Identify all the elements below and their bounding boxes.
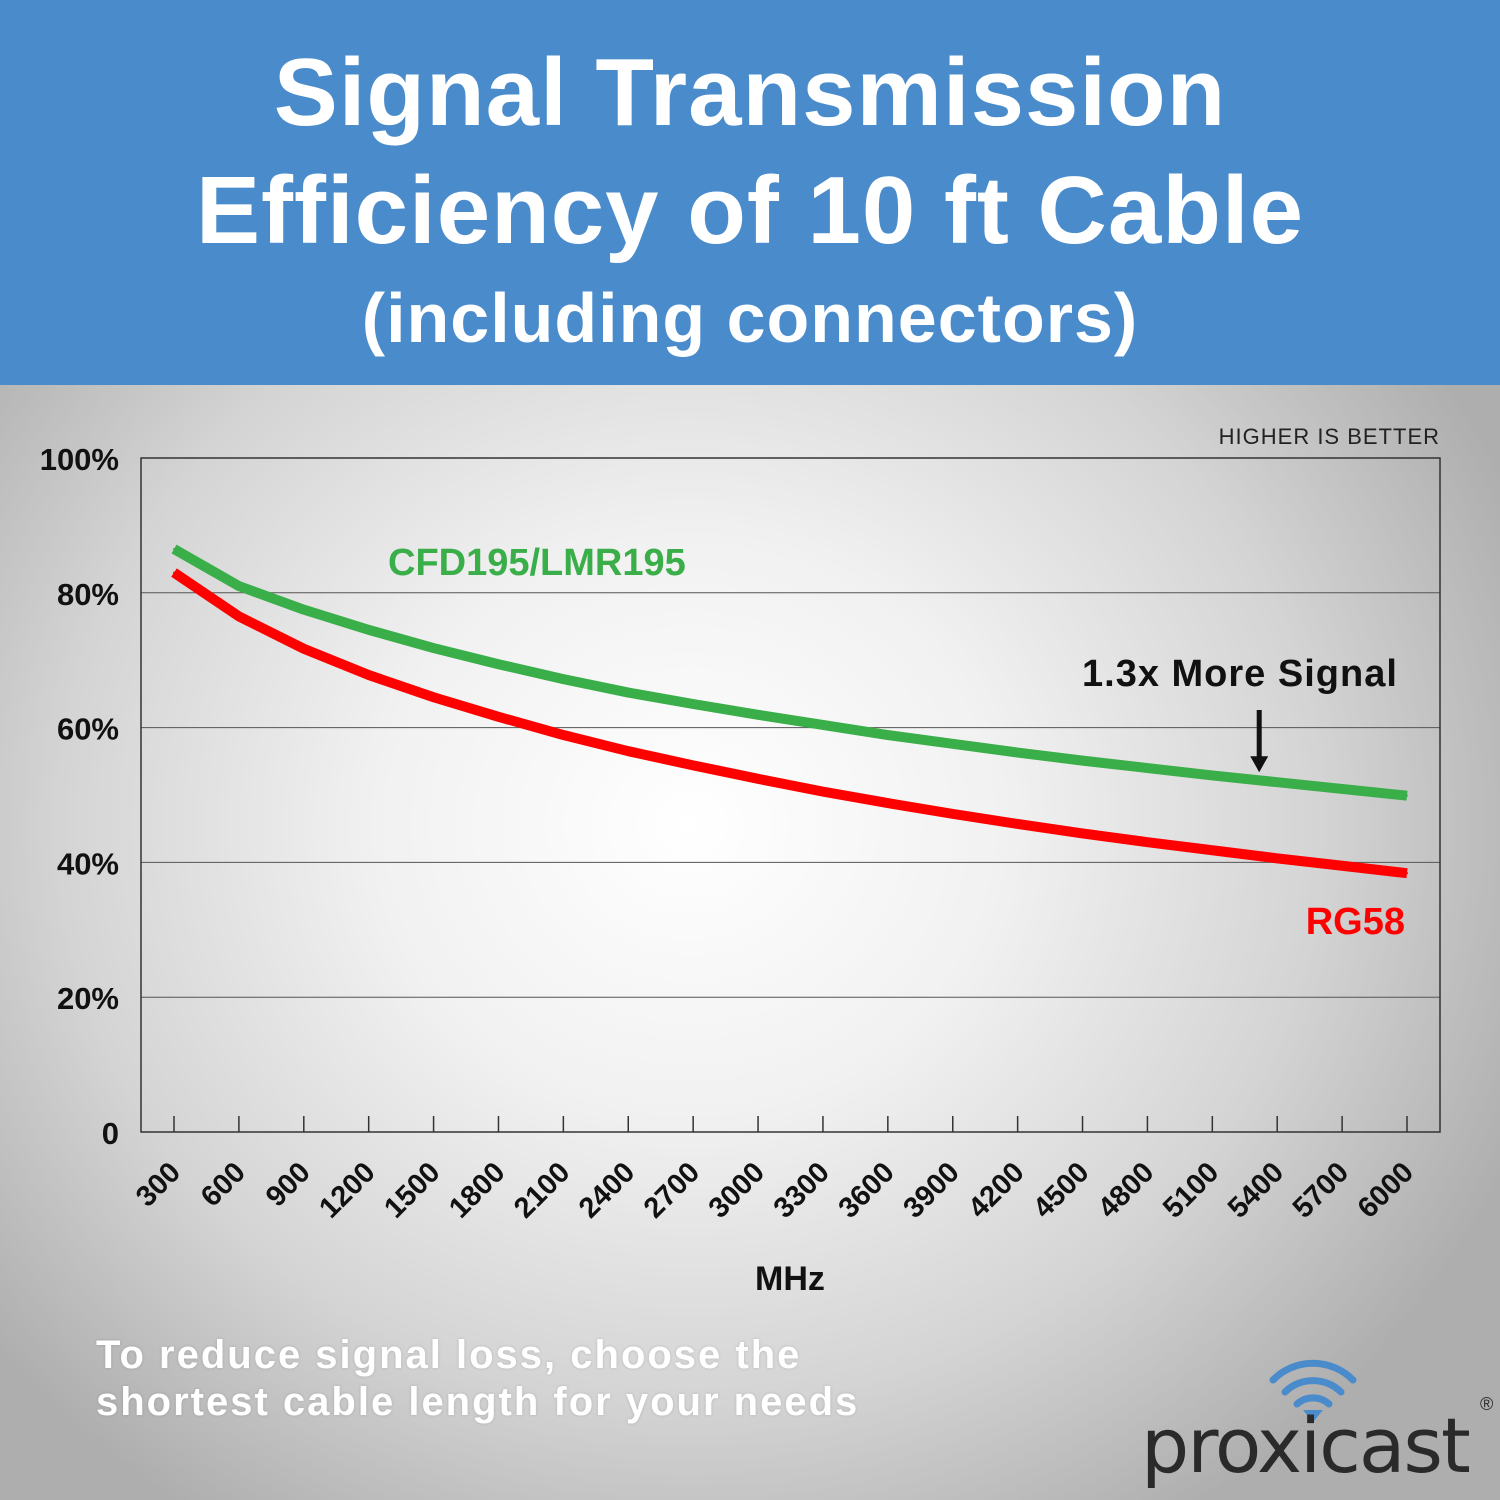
x-tick-label: 4500 (1027, 1156, 1095, 1224)
header-banner: Signal Transmission Efficiency of 10 ft … (0, 0, 1500, 385)
x-tick-label: 2400 (573, 1156, 641, 1224)
x-tick-label: 600 (195, 1156, 252, 1213)
data-point (562, 734, 565, 737)
data-point (1146, 841, 1149, 844)
y-tick-label: 60% (57, 712, 119, 747)
brand-wordmark: proxicast (1141, 1401, 1471, 1490)
corner-note: HIGHER IS BETTER (1219, 424, 1440, 449)
x-tick-label: 1500 (378, 1156, 446, 1224)
data-point (1081, 759, 1084, 762)
x-tick-label: 3000 (703, 1156, 771, 1224)
data-point (173, 547, 175, 550)
footer-note-line-1: To reduce signal loss, choose the (96, 1333, 802, 1377)
y-tick-label: 0 (102, 1116, 119, 1151)
data-point (1406, 872, 1408, 875)
data-point (1341, 787, 1344, 790)
data-point (886, 734, 889, 737)
data-point (497, 663, 500, 666)
x-axis-label: MHz (755, 1260, 825, 1298)
chart-title-line-2: Efficiency of 10 ft Cable (196, 157, 1304, 264)
data-point (562, 678, 565, 681)
data-point (1211, 849, 1214, 852)
data-point (1406, 794, 1408, 797)
x-tick-label: 4800 (1092, 1156, 1160, 1224)
data-point (237, 615, 240, 618)
data-point (302, 608, 305, 611)
data-point (173, 571, 175, 574)
x-tick-label: 2100 (508, 1156, 576, 1224)
data-point (692, 703, 695, 706)
x-tick-label: 1200 (313, 1156, 381, 1224)
x-tick-label: 1800 (443, 1156, 511, 1224)
chart-title-line-1: Signal Transmission (273, 39, 1227, 146)
legend-label-rg58: RG58 (1306, 901, 1405, 943)
y-tick-label: 100% (40, 442, 119, 477)
x-tick-label: 3600 (833, 1156, 901, 1224)
data-point (627, 750, 630, 753)
data-point (497, 715, 500, 718)
data-point (1146, 767, 1149, 770)
x-tick-label: 5100 (1157, 1156, 1225, 1224)
x-tick-label: 6000 (1352, 1156, 1420, 1224)
data-point (1276, 857, 1279, 860)
data-point (886, 802, 889, 805)
footer-note: To reduce signal loss, choose the shorte… (96, 1332, 859, 1426)
data-point (757, 713, 760, 716)
annotation-text: 1.3x More Signal (1082, 653, 1398, 695)
data-point (1016, 751, 1019, 754)
y-tick-label: 20% (57, 981, 119, 1016)
data-point (302, 647, 305, 650)
registered-mark: ® (1480, 1394, 1494, 1414)
series-lines (171, 544, 1408, 879)
data-point (432, 696, 435, 699)
x-tick-label: 900 (260, 1156, 317, 1213)
data-point (951, 812, 954, 815)
y-axis-ticks: 0 20% 40% 60% 80% 100% (40, 442, 119, 1151)
x-tick-label: 300 (130, 1156, 187, 1213)
grid-lines (141, 592, 1440, 998)
data-point (1341, 864, 1344, 867)
brand-logo: proxicast ® (1135, 1350, 1495, 1490)
data-point (1276, 781, 1279, 784)
data-point (951, 742, 954, 745)
data-point (627, 691, 630, 694)
data-point (367, 628, 370, 631)
data-point (821, 790, 824, 793)
y-tick-label: 40% (57, 846, 119, 881)
x-tick-label: 5400 (1222, 1156, 1290, 1224)
data-point (692, 764, 695, 767)
x-tick-label: 3900 (897, 1156, 965, 1224)
legend-label-cfd195-lmr195: CFD195/LMR195 (388, 542, 686, 584)
x-tick-label: 5700 (1287, 1156, 1355, 1224)
data-point (367, 674, 370, 677)
plot-frame (140, 457, 1441, 1133)
x-tick-label: 2700 (638, 1156, 706, 1224)
x-tick-label: 4200 (962, 1156, 1030, 1224)
data-point (1016, 822, 1019, 825)
x-tick-label: 3300 (768, 1156, 836, 1224)
data-point (1211, 774, 1214, 777)
wifi-signal-icon (1269, 1359, 1357, 1422)
footer-note-line-2: shortest cable length for your needs (96, 1380, 860, 1424)
data-point (821, 723, 824, 726)
annotation-arrow-icon (1250, 710, 1269, 773)
chart-subtitle: (including connectors) (361, 279, 1139, 357)
annotation-arrow-head (1250, 756, 1269, 773)
data-point (1081, 832, 1084, 835)
series-line-cfd195-lmr195 (171, 544, 1408, 801)
data-point (237, 585, 240, 588)
y-tick-label: 80% (57, 577, 119, 612)
data-point (432, 647, 435, 650)
data-point (757, 777, 760, 780)
series-line-rg58 (171, 568, 1408, 879)
